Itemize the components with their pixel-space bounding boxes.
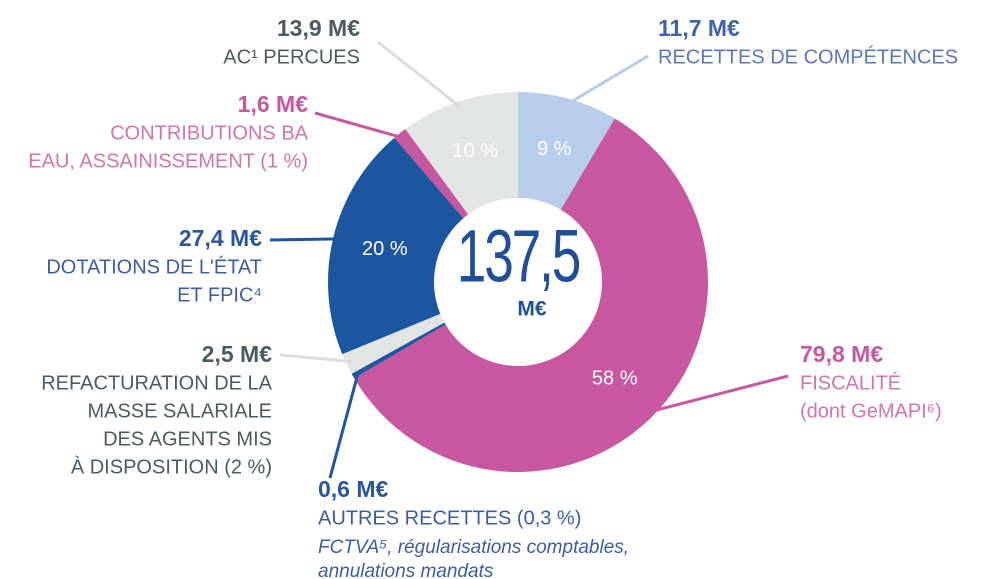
category-label: DOTATIONS DE L'ÉTAT <box>46 255 262 278</box>
value-label: 11,7 M€ <box>658 15 740 41</box>
leader-line <box>314 111 404 140</box>
center-total: 137,5 <box>457 215 580 298</box>
category-label: ET FPIC⁴ <box>177 284 262 306</box>
value-label: 2,5 M€ <box>202 341 273 367</box>
value-label: 1,6 M€ <box>238 91 309 117</box>
category-label: AC¹ PERCUES <box>223 46 360 68</box>
category-label: REFACTURATION DE LA <box>41 372 272 394</box>
annotation: annulations mandats <box>318 561 494 579</box>
value-label: 79,8 M€ <box>800 341 883 367</box>
category-label: MASSE SALARIALE <box>87 400 272 422</box>
category-label: EAU, ASSAINISSEMENT (1 %) <box>28 150 308 172</box>
percent-label: 9 % <box>537 138 572 160</box>
leader-line <box>328 372 360 479</box>
center-unit: M€ <box>517 298 546 321</box>
value-label: 27,4 M€ <box>179 225 262 251</box>
donut-segment <box>351 322 446 379</box>
category-label: RECETTES DE COMPÉTENCES <box>658 45 958 68</box>
donut-segment <box>342 313 445 374</box>
category-label: (dont GeMAPI⁶) <box>800 400 942 422</box>
leader-line <box>279 353 353 363</box>
donut <box>327 92 708 473</box>
annotation: FCTVA⁵, régularisations comptables, <box>318 537 629 558</box>
value-label: 13,9 M€ <box>277 15 360 41</box>
leader-line <box>647 374 789 414</box>
percent-label: 10 % <box>452 140 498 162</box>
donut-segment <box>394 129 469 219</box>
category-label: FISCALITÉ <box>800 371 901 394</box>
category-label: À DISPOSITION (2 %) <box>71 455 272 478</box>
donut-segment <box>518 92 615 210</box>
category-label: AUTRES RECETTES (0,3 %) <box>318 507 581 529</box>
category-label: CONTRIBUTIONS BA <box>110 122 308 144</box>
category-label: DES AGENTS MIS <box>103 428 272 450</box>
leader-line <box>565 54 649 106</box>
donut-segment <box>354 118 708 473</box>
donut-segment <box>327 137 464 355</box>
value-label: 0,6 M€ <box>318 476 389 502</box>
percent-label: 58 % <box>592 367 638 389</box>
leader-line <box>269 237 340 242</box>
donut-segment <box>405 92 518 215</box>
labels: 9 % 11,7 M€ RECETTES DE COMPÉTENCES 58 % 79,… <box>28 15 958 579</box>
leader-line <box>377 40 462 109</box>
percent-label: 20 % <box>362 238 408 260</box>
